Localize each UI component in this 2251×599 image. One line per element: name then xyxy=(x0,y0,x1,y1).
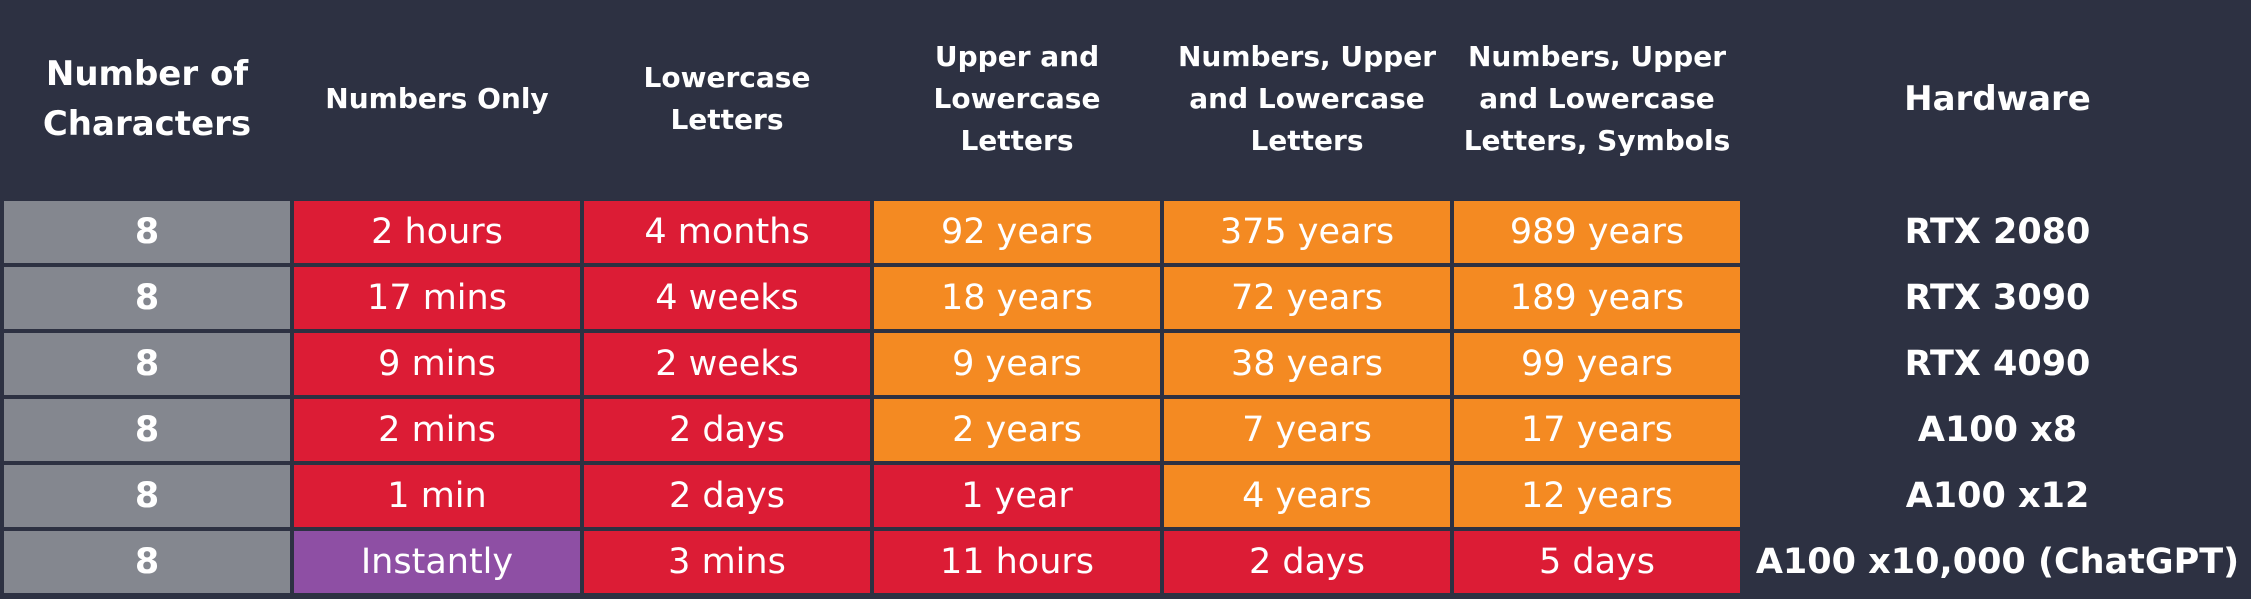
crack-time: 9 mins xyxy=(294,333,580,395)
crack-time: 92 years xyxy=(874,201,1160,263)
header-cell: Numbers, Upper and Lowercase Letters xyxy=(1177,40,1437,157)
hardware: RTX 4090 xyxy=(1904,344,2091,384)
crack-time: 5 days xyxy=(1454,531,1740,593)
header-cell: Number of Characters xyxy=(42,54,252,144)
hardware: RTX 2080 xyxy=(1904,212,2091,252)
character-count: 8 xyxy=(4,465,290,527)
crack-time: 2 hours xyxy=(294,201,580,263)
crack-time: 9 years xyxy=(874,333,1160,395)
crack-time: 72 years xyxy=(1164,267,1450,329)
crack-time: 17 mins xyxy=(294,267,580,329)
crack-time: 1 year xyxy=(874,465,1160,527)
crack-time: 99 years xyxy=(1454,333,1740,395)
crack-time: 2 weeks xyxy=(584,333,870,395)
header-cell: Upper and Lowercase Letters xyxy=(933,40,1101,157)
crack-time: 7 years xyxy=(1164,399,1450,461)
crack-time: 18 years xyxy=(874,267,1160,329)
header-cell: Lowercase Letters xyxy=(643,61,811,136)
hardware: A100 x10,000 (ChatGPT) xyxy=(1755,542,2240,582)
header-cell: Numbers, Upper and Lowercase Letters, Sy… xyxy=(1463,40,1731,157)
crack-time: 2 mins xyxy=(294,399,580,461)
crack-time: 38 years xyxy=(1164,333,1450,395)
crack-time: 2 years xyxy=(874,399,1160,461)
character-count: 8 xyxy=(4,201,290,263)
crack-time: 2 days xyxy=(1164,531,1450,593)
crack-time: 2 days xyxy=(584,465,870,527)
crack-time: 17 years xyxy=(1454,399,1740,461)
crack-time: 989 years xyxy=(1454,201,1740,263)
character-count: 8 xyxy=(4,333,290,395)
hardware: A100 x8 xyxy=(1917,410,2078,450)
crack-time: 1 min xyxy=(294,465,580,527)
character-count: 8 xyxy=(4,531,290,593)
crack-time: 12 years xyxy=(1454,465,1740,527)
crack-time: 2 days xyxy=(584,399,870,461)
crack-time: 11 hours xyxy=(874,531,1160,593)
crack-time: 4 months xyxy=(584,201,870,263)
crack-time: 375 years xyxy=(1164,201,1450,263)
crack-time: 4 weeks xyxy=(584,267,870,329)
crack-time: 189 years xyxy=(1454,267,1740,329)
hardware: A100 x12 xyxy=(1905,476,2090,516)
crack-time: 3 mins xyxy=(584,531,870,593)
crack-time: Instantly xyxy=(294,531,580,593)
header-cell: Hardware xyxy=(1904,79,2091,119)
character-count: 8 xyxy=(4,399,290,461)
hardware: RTX 3090 xyxy=(1904,278,2091,318)
character-count: 8 xyxy=(4,267,290,329)
header-cell: Numbers Only xyxy=(325,82,549,115)
crack-time: 4 years xyxy=(1164,465,1450,527)
